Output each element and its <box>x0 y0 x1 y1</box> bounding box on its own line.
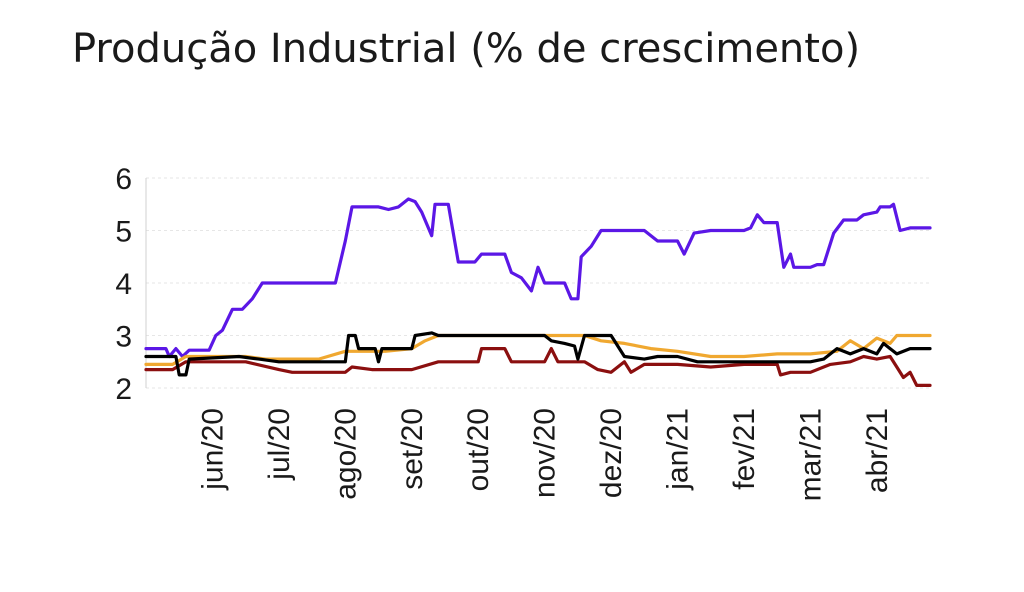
x-tick-label: abr/21 <box>861 408 894 493</box>
y-tick-label: 5 <box>115 216 132 249</box>
x-tick-label: mar/21 <box>794 408 827 501</box>
x-tick-label: dez/20 <box>595 408 628 498</box>
y-tick-label: 3 <box>115 321 132 354</box>
series-line-3 <box>144 347 932 387</box>
x-tick-label: jan/21 <box>662 408 695 491</box>
x-tick-label: out/20 <box>462 408 495 491</box>
y-tick-label: 2 <box>115 373 132 406</box>
chart-title: Produção Industrial (% de crescimento) <box>72 26 861 72</box>
x-tick-label: ago/20 <box>329 408 362 500</box>
x-tick-label: jun/20 <box>196 408 229 491</box>
x-tick-label: nov/20 <box>529 408 562 498</box>
series-line-1 <box>144 197 932 359</box>
series-line-4 <box>144 331 932 377</box>
x-tick-label: fev/21 <box>728 408 761 490</box>
x-tick-label: set/20 <box>396 408 429 490</box>
y-tick-label: 6 <box>115 163 132 196</box>
y-tick-label: 4 <box>115 268 132 301</box>
x-tick-label: jul/20 <box>263 408 296 481</box>
